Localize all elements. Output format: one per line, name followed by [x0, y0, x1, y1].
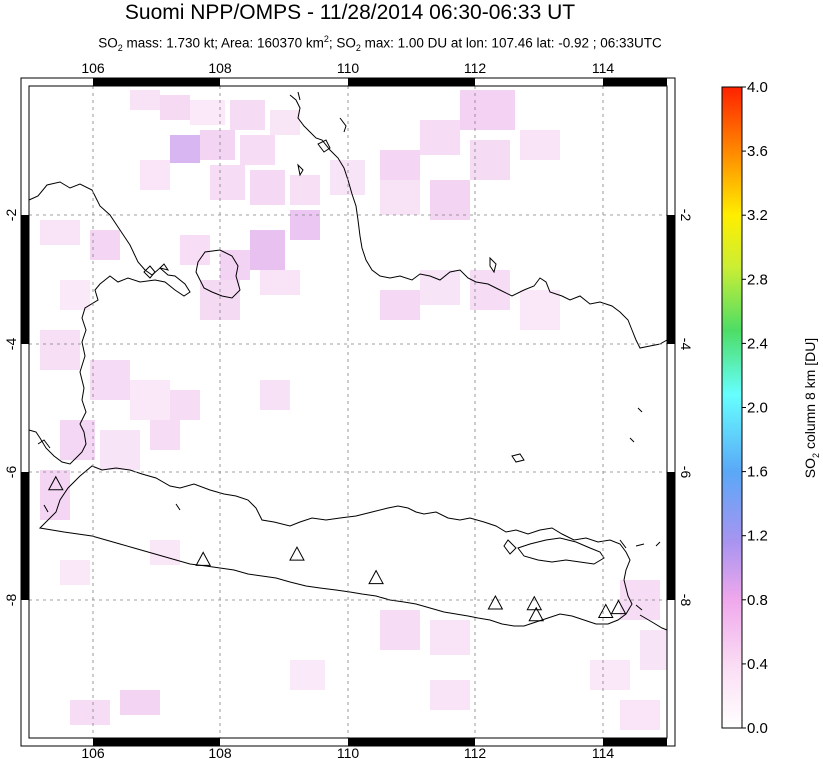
lat-label-left-8: -8	[3, 594, 19, 607]
graticule	[29, 86, 667, 738]
java-coastline	[38, 465, 633, 627]
lat-label-left-4: -4	[3, 338, 19, 351]
colorbar: 4.0 3.6 3.2 2.8 2.4 2.0 1.6 1.2 0.8 0.4 0.0 SO2 co…	[721, 79, 821, 737]
lat-labels-left: -2 -4 -6 -8	[3, 209, 19, 607]
lon-label-bottom-114: 114	[592, 745, 615, 759]
lat-labels-right: -2 -4 -6 -8	[678, 209, 694, 607]
map-subtitle: SO2 mass: 1.730 kt; Area: 160370 km2; SO…	[98, 34, 662, 54]
colorbar-tick-label: 3.2	[747, 207, 768, 224]
volcano-triangle-icon	[368, 569, 384, 585]
volcano-triangle-icon	[597, 603, 614, 619]
colorbar-gradient	[721, 86, 743, 729]
madura-coastline	[517, 537, 605, 565]
so2-max-prefix: ; SO	[328, 35, 356, 51]
lat-label-right-2: -2	[678, 209, 694, 222]
volcano-triangle-icon	[526, 595, 543, 611]
map-title: Suomi NPP/OMPS - 11/28/2014 06:30-06:33 …	[124, 1, 576, 24]
volcano-triangle-icon	[528, 606, 545, 622]
colorbar-tick-label: 2.8	[747, 271, 768, 288]
colorbar-label: SO2 column 8 km [DU]	[802, 338, 821, 478]
lat-label-right-8: -8	[678, 594, 694, 607]
colorbar-tick-label: 4.0	[747, 79, 768, 96]
sumatra-coastline	[28, 181, 191, 465]
so2-pixel-layer	[40, 90, 667, 730]
lon-label-bottom-110: 110	[337, 745, 360, 759]
lon-label-top-108: 108	[208, 60, 232, 76]
map-frame	[20, 77, 676, 747]
lat-label-left-2: -2	[3, 209, 19, 222]
colorbar-ticks: 4.0 3.6 3.2 2.8 2.4 2.0 1.6 1.2 0.8 0.4 0.0	[742, 79, 768, 737]
colorbar-tick-label: 1.2	[747, 528, 768, 545]
colorbar-tick-label: 0.8	[747, 592, 768, 609]
lon-label-top-114: 114	[592, 60, 615, 76]
volcano-triangle-icon	[610, 599, 627, 615]
colorbar-tick-label: 1.6	[747, 464, 768, 481]
colorbar-tick-label: 2.4	[747, 335, 768, 352]
borneo-coastline	[289, 94, 668, 349]
volcano-triangle-icon	[47, 475, 64, 491]
volcano-triangle-icon	[289, 546, 305, 561]
lon-label-top-112: 112	[464, 60, 487, 76]
lon-label-bottom-108: 108	[208, 745, 232, 759]
area-superscript: 2	[323, 34, 329, 44]
lon-label-top-110: 110	[337, 60, 360, 76]
bali-coastline	[639, 614, 668, 631]
lon-label-top-106: 106	[81, 60, 105, 76]
lat-label-left-6: -6	[3, 466, 19, 479]
colorbar-tick-label: 2.0	[747, 400, 768, 417]
lon-labels-top: 106 108 110 112 114	[81, 60, 614, 76]
colorbar-tick-label: 0.0	[747, 720, 768, 737]
colorbar-tick-label: 0.4	[747, 656, 768, 673]
lat-label-right-4: -4	[678, 338, 694, 351]
so2-prefix: SO	[98, 35, 118, 51]
lon-label-bottom-112: 112	[464, 745, 487, 759]
so2-mass-area-text: mass: 1.730 kt; Area: 160370 km	[122, 35, 324, 51]
lon-label-bottom-106: 106	[81, 745, 105, 759]
so2-max-text: max: 1.00 DU at lon: 107.46 lat: -0.92 ;…	[360, 35, 662, 51]
volcano-triangle-icon	[195, 551, 212, 566]
lat-label-right-6: -6	[678, 466, 694, 479]
bangka-coastline	[195, 249, 241, 299]
volcano-layer	[47, 475, 627, 622]
coastline-layer	[28, 91, 668, 631]
colorbar-tick-label: 3.6	[747, 143, 768, 160]
volcano-triangle-icon	[487, 594, 504, 610]
lon-labels-bottom: 106 108 110 112 114	[81, 745, 614, 759]
